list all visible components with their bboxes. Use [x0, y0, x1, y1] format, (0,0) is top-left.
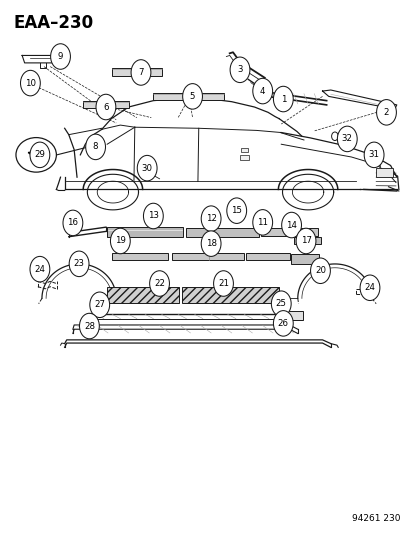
Text: 4: 4 — [259, 86, 265, 95]
Circle shape — [359, 275, 379, 301]
Bar — [112, 253, 167, 260]
Circle shape — [273, 311, 292, 336]
Text: 30: 30 — [141, 164, 152, 173]
Circle shape — [273, 86, 292, 112]
Circle shape — [331, 132, 337, 141]
Bar — [112, 68, 161, 76]
Text: 12: 12 — [205, 214, 216, 223]
Bar — [182, 287, 278, 303]
Circle shape — [226, 198, 246, 223]
Text: 11: 11 — [256, 218, 268, 227]
Text: 94261 230: 94261 230 — [351, 514, 400, 523]
Text: 17: 17 — [300, 237, 311, 246]
Circle shape — [63, 210, 83, 236]
Text: 5: 5 — [189, 92, 195, 101]
Text: 28: 28 — [84, 321, 95, 330]
Bar — [240, 148, 248, 152]
Circle shape — [21, 70, 40, 96]
Text: 8: 8 — [93, 142, 98, 151]
Circle shape — [295, 228, 315, 254]
Bar — [294, 228, 318, 236]
Text: EAA–230: EAA–230 — [13, 14, 93, 32]
Text: 20: 20 — [314, 266, 325, 275]
Text: 24: 24 — [34, 265, 45, 273]
Circle shape — [363, 142, 383, 167]
Text: 18: 18 — [205, 239, 216, 248]
Text: 27: 27 — [94, 300, 105, 309]
Text: 7: 7 — [138, 68, 143, 77]
Bar — [171, 253, 244, 260]
Circle shape — [252, 78, 272, 104]
Circle shape — [137, 156, 157, 181]
Polygon shape — [28, 147, 44, 161]
Text: 15: 15 — [230, 206, 242, 215]
Text: 24: 24 — [363, 283, 375, 292]
Circle shape — [201, 231, 221, 256]
Bar — [375, 167, 392, 177]
Circle shape — [79, 313, 99, 339]
Bar — [296, 236, 313, 241]
Bar — [294, 237, 320, 244]
Circle shape — [96, 94, 116, 120]
Circle shape — [213, 271, 233, 296]
Text: 23: 23 — [74, 260, 84, 268]
Circle shape — [337, 126, 356, 152]
Text: 22: 22 — [154, 279, 165, 288]
Text: 9: 9 — [58, 52, 63, 61]
Ellipse shape — [16, 138, 56, 172]
Text: 6: 6 — [103, 102, 108, 111]
Circle shape — [271, 291, 290, 317]
Bar — [260, 228, 292, 236]
Circle shape — [149, 271, 169, 296]
Circle shape — [90, 292, 109, 318]
Circle shape — [69, 251, 89, 277]
Text: 25: 25 — [275, 299, 286, 308]
Text: 14: 14 — [285, 221, 297, 230]
Text: 29: 29 — [34, 150, 45, 159]
Circle shape — [201, 206, 221, 231]
Text: 32: 32 — [341, 134, 352, 143]
Circle shape — [85, 134, 105, 160]
Bar — [280, 311, 302, 320]
Circle shape — [143, 203, 163, 229]
Circle shape — [230, 57, 249, 83]
Bar — [186, 228, 258, 237]
Bar — [107, 287, 179, 303]
Bar — [240, 155, 249, 160]
Text: 13: 13 — [147, 212, 159, 221]
Text: 31: 31 — [368, 150, 379, 159]
Circle shape — [182, 84, 202, 109]
Circle shape — [50, 44, 70, 69]
Text: 19: 19 — [115, 237, 126, 246]
Circle shape — [30, 142, 50, 167]
Circle shape — [252, 209, 272, 235]
Circle shape — [310, 258, 330, 284]
Circle shape — [131, 60, 150, 85]
Bar — [290, 254, 318, 264]
Text: 3: 3 — [237, 66, 242, 74]
Text: 10: 10 — [25, 78, 36, 87]
Circle shape — [376, 100, 395, 125]
Circle shape — [281, 212, 301, 238]
Bar — [83, 101, 128, 108]
Bar — [107, 227, 183, 237]
Bar — [246, 253, 289, 260]
Text: 1: 1 — [280, 94, 285, 103]
Text: 16: 16 — [67, 219, 78, 228]
Text: 26: 26 — [277, 319, 288, 328]
Bar — [153, 93, 223, 100]
Text: 2: 2 — [383, 108, 388, 117]
Circle shape — [110, 228, 130, 254]
Circle shape — [30, 256, 50, 282]
Text: 21: 21 — [218, 279, 228, 288]
